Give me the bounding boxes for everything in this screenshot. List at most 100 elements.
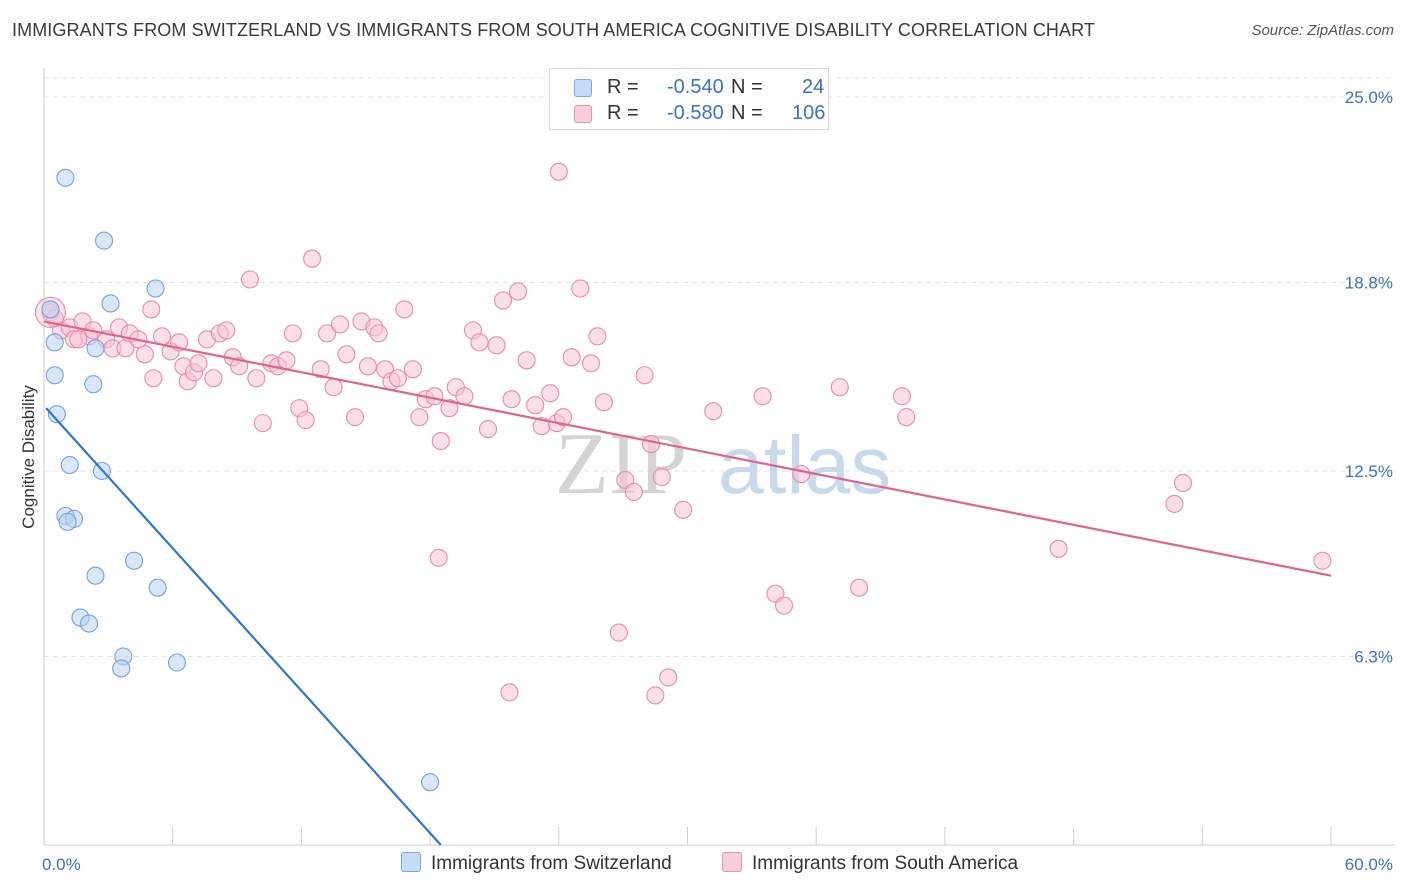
switzerland-point xyxy=(146,279,165,298)
south-america-point xyxy=(369,324,388,343)
switzerland-point xyxy=(112,659,131,678)
switzerland-point xyxy=(101,294,120,313)
south-america-point xyxy=(554,408,573,427)
chart-title: IMMIGRANTS FROM SWITZERLAND VS IMMIGRANT… xyxy=(12,20,1095,40)
legend-item-switzerland[interactable]: Immigrants from Switzerland xyxy=(401,852,672,875)
south-america-point xyxy=(508,282,528,301)
tick-labels: 6.3% 12.5% 18.8% 25.0% 0.0% 60.0% xyxy=(42,88,1393,874)
south-america-point xyxy=(792,464,811,484)
south-america-point xyxy=(659,668,678,687)
y-tick-label: 18.8% xyxy=(1345,274,1393,293)
y-tick-label: 12.5% xyxy=(1345,462,1393,481)
trend-lines xyxy=(43,320,1332,846)
south-america-point xyxy=(410,408,429,427)
south-america-point xyxy=(830,378,849,397)
south-america-point xyxy=(541,384,560,403)
series-switzerland-points xyxy=(41,168,440,792)
x-tick-label: 60.0% xyxy=(1345,855,1393,874)
switzerland-point xyxy=(45,333,64,352)
switzerland-point xyxy=(421,773,440,792)
switzerland-point xyxy=(86,566,105,585)
switzerland-point xyxy=(125,551,144,570)
south-america-point xyxy=(1165,494,1184,513)
source-label: Source: ZipAtlas.com xyxy=(1251,22,1394,39)
legend-r-label: R = xyxy=(607,76,639,98)
axes xyxy=(43,68,1395,846)
south-america-point xyxy=(455,387,474,406)
south-america-point xyxy=(588,327,607,346)
legend-item-south-america[interactable]: Immigrants from South America xyxy=(722,852,1018,875)
south-america-point xyxy=(204,369,223,388)
south-america-point xyxy=(470,333,489,352)
switzerland-point xyxy=(45,366,64,385)
south-america-point xyxy=(502,390,521,409)
legend-r-label: R = xyxy=(607,102,639,124)
switzerland-point xyxy=(84,375,103,394)
south-america-point xyxy=(144,369,163,388)
south-america-point xyxy=(581,354,601,373)
legend-n-label: N = xyxy=(731,76,763,98)
south-america-point xyxy=(230,357,249,376)
y-tick-label: 6.3% xyxy=(1354,648,1393,667)
south-america-point xyxy=(277,351,296,370)
south-america-point xyxy=(296,411,315,430)
x-tick-label: 0.0% xyxy=(42,855,81,874)
south-america-point xyxy=(217,321,236,340)
legend-n-label: N = xyxy=(731,102,763,124)
legend-n-value: 24 xyxy=(802,76,825,98)
south-america-point xyxy=(897,408,916,427)
south-america-point xyxy=(487,336,506,355)
south-america-point xyxy=(674,500,693,519)
south-america-point xyxy=(189,354,208,373)
switzerland-point xyxy=(47,405,66,424)
south-america-point xyxy=(345,408,365,427)
legend-label-switzerland: Immigrants from Switzerland xyxy=(431,853,672,874)
south-america-point xyxy=(253,414,272,433)
y-axis-label: Cognitive Disability xyxy=(19,385,38,529)
south-america-point xyxy=(135,345,154,364)
south-america-point xyxy=(395,300,414,319)
south-america-point xyxy=(311,360,330,379)
legend-n-value: 106 xyxy=(792,102,826,124)
south-america-point xyxy=(152,327,172,346)
south-america-point xyxy=(388,369,407,388)
south-america-point xyxy=(549,162,568,181)
legend-r-value: -0.540 xyxy=(667,76,724,98)
south-america-point xyxy=(283,324,302,343)
south-america-point xyxy=(753,387,772,406)
switzerland-point xyxy=(167,653,187,672)
south-america-point xyxy=(358,357,377,376)
south-america-point xyxy=(850,578,869,597)
south-america-point xyxy=(609,623,628,642)
south-america-point xyxy=(324,378,343,397)
south-america-point xyxy=(303,249,322,268)
south-america-point xyxy=(635,366,654,385)
south-america-point xyxy=(1173,473,1193,493)
south-america-point xyxy=(337,345,356,364)
south-america-trend-line xyxy=(43,320,1332,577)
south-america-point xyxy=(774,596,794,615)
south-america-point xyxy=(594,393,613,412)
south-america-point xyxy=(571,279,590,298)
south-america-point xyxy=(892,387,912,406)
switzerland-point xyxy=(56,168,75,187)
switzerland-point xyxy=(41,300,60,319)
south-america-point xyxy=(562,348,581,367)
south-america-point xyxy=(652,467,671,487)
south-america-point xyxy=(500,683,519,702)
legend-label-south-america: Immigrants from South America xyxy=(752,853,1019,874)
south-america-point xyxy=(330,315,350,334)
south-america-point xyxy=(429,548,448,567)
switzerland-trend-line xyxy=(45,407,442,846)
south-america-point xyxy=(493,291,513,310)
south-america-point xyxy=(526,396,545,415)
south-america-point xyxy=(704,402,723,421)
watermark: ZIP atlas xyxy=(555,416,891,513)
y-tick-label: 25.0% xyxy=(1345,88,1393,107)
south-america-point xyxy=(240,270,259,289)
legend-swatch-switzerland xyxy=(401,852,421,872)
south-america-point xyxy=(646,686,665,705)
switzerland-point xyxy=(148,578,167,597)
south-america-point xyxy=(403,360,422,379)
